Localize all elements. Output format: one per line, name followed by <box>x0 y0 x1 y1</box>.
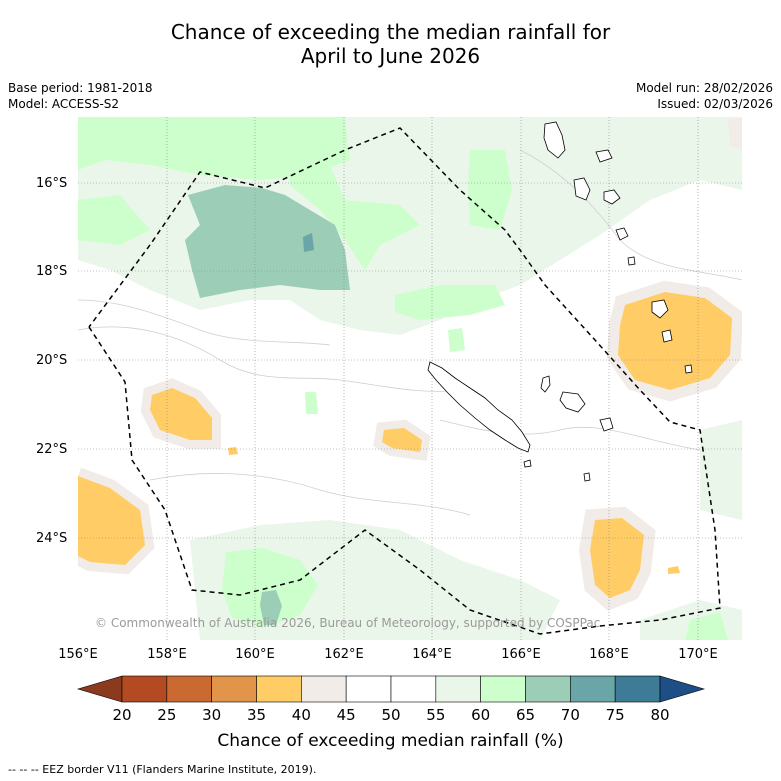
new-caledonia-island <box>427 361 531 453</box>
meta-right: Model run: 28/02/2026 Issued: 02/03/2026 <box>636 80 773 112</box>
colorbar-tick-label: 75 <box>605 706 625 724</box>
lat-label-18s: 18°S <box>36 264 68 279</box>
colorbar-tick-label: 30 <box>202 706 222 724</box>
contour-line <box>78 326 461 392</box>
region-35-40-west-core <box>150 388 212 440</box>
region-60-65-center <box>395 285 505 320</box>
colorbar-segment <box>614 675 661 703</box>
lon-label-166e: 166°E <box>501 647 541 662</box>
colorbar-over-arrow <box>659 675 706 703</box>
region-55-60-east <box>700 420 742 520</box>
map-title: Chance of exceeding the median rainfall … <box>0 20 781 68</box>
isle-of-pines <box>523 459 532 468</box>
lon-label-160e: 160°E <box>235 647 275 662</box>
lon-label-162e: 162°E <box>324 647 364 662</box>
colorbar-tick-label: 20 <box>112 706 132 724</box>
colorbar-under-arrow <box>76 675 123 703</box>
matthew-island <box>583 472 591 482</box>
colorbar-tick-label: 70 <box>560 706 580 724</box>
copyright-credit: © Commonwealth of Australia 2026, Bureau… <box>95 616 600 630</box>
meta-left: Base period: 1981-2018 Model: ACCESS-S2 <box>8 80 153 112</box>
vanuatu-island <box>595 149 613 163</box>
eez-legend-footer: -- -- -- EEZ border V11 (Flanders Marine… <box>8 763 317 776</box>
colorbar-segment <box>121 675 168 703</box>
lat-label-20s: 20°S <box>36 353 68 368</box>
colorbar-tick-label: 55 <box>426 706 446 724</box>
colorbar-tick-label: 45 <box>336 706 356 724</box>
lon-label-168e: 168°E <box>589 647 629 662</box>
colorbar-tick-label: 35 <box>246 706 267 724</box>
colorbar-tick-label: 25 <box>157 706 177 724</box>
region-35-40-small2 <box>668 566 680 574</box>
region-60-65-north-right <box>468 150 512 230</box>
colorbar <box>76 675 706 703</box>
colorbar-segment <box>301 675 347 703</box>
colorbar-tick-label: 50 <box>381 706 401 724</box>
region-35-40-small <box>228 447 238 455</box>
title-line-1: Chance of exceeding the median rainfall … <box>170 20 611 44</box>
region-65-70-south <box>260 590 282 625</box>
colorbar-segment <box>570 675 616 703</box>
region-60-65-northwest <box>78 117 350 180</box>
model-name: Model: ACCESS-S2 <box>8 97 120 111</box>
region-60-65-northwest-b <box>78 195 150 245</box>
issued-date: Issued: 02/03/2026 <box>657 97 773 111</box>
base-period: Base period: 1981-2018 <box>8 81 153 95</box>
colorbar-segment <box>390 675 437 703</box>
vanuatu-malekula <box>573 177 591 201</box>
lon-label-158e: 158°E <box>147 647 187 662</box>
graticule <box>78 117 742 640</box>
region-60-65-north-central <box>290 160 420 270</box>
contour-line <box>149 473 471 516</box>
colorbar-title: Chance of exceeding median rainfall (%) <box>217 731 564 751</box>
colorbar-segment <box>166 675 212 703</box>
lat-label-16s: 16°S <box>36 176 68 191</box>
region-35-40-southwest-core <box>78 476 145 565</box>
region-65-70-core <box>185 185 350 298</box>
model-run: Model run: 28/02/2026 <box>635 81 773 95</box>
hunter-island-3 <box>684 364 693 374</box>
contour-line <box>78 299 331 346</box>
region-35-40-center-core <box>382 428 422 452</box>
colorbar-segment <box>345 675 392 703</box>
lon-label-170e: 170°E <box>678 647 718 662</box>
vanuatu-espiritu-santo <box>543 121 566 159</box>
lat-label-24s: 24°S <box>36 531 68 546</box>
loyalty-island-mare <box>599 417 614 432</box>
colorbar-segment <box>256 675 302 703</box>
region-60-65-southeast <box>685 612 728 640</box>
loyalty-island-ouvea <box>540 375 551 393</box>
colorbar-tick-label: 60 <box>471 706 491 724</box>
title-line-2: April to June 2026 <box>300 44 481 68</box>
colorbar-segment <box>435 675 481 703</box>
colorbar-tick-label: 65 <box>515 706 536 724</box>
colorbar-segment <box>525 675 571 703</box>
map-area: © Commonwealth of Australia 2026, Bureau… <box>78 117 742 640</box>
colorbar-segment <box>480 675 526 703</box>
vanuatu-tanna <box>627 256 636 266</box>
eez-border <box>88 127 721 635</box>
region-60-65-small1 <box>448 328 465 352</box>
hunter-island-1 <box>651 299 669 319</box>
region-60-65-south <box>222 548 318 628</box>
colorbar-tick-label: 80 <box>650 706 670 724</box>
vanuatu-efate <box>603 189 621 205</box>
lat-label-22s: 22°S <box>36 442 68 457</box>
lon-label-164e: 164°E <box>412 647 452 662</box>
region-40-45-ne-corner <box>728 118 742 148</box>
region-60-65-small2 <box>305 392 318 414</box>
colorbar-tick-label: 40 <box>291 706 311 724</box>
colorbar-segment <box>211 675 257 703</box>
region-70-75 <box>303 233 314 252</box>
hunter-island-2 <box>661 329 673 343</box>
contour-line <box>439 419 701 451</box>
lon-label-156e: 156°E <box>58 647 98 662</box>
region-35-40-east-core <box>618 292 732 390</box>
vanuatu-erromango <box>615 227 629 241</box>
loyalty-island-lifou <box>559 391 586 413</box>
